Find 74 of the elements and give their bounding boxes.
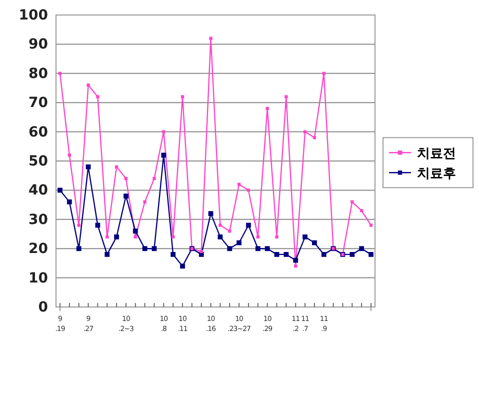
point xyxy=(237,182,241,186)
point xyxy=(152,246,157,252)
point xyxy=(96,95,100,98)
point xyxy=(227,246,232,252)
point xyxy=(114,234,119,240)
y-tick-label: 20 xyxy=(28,241,48,258)
y-tick-label: 0 xyxy=(38,299,48,316)
y-tick-label: 10 xyxy=(28,270,48,286)
point xyxy=(86,84,90,87)
point xyxy=(322,72,326,75)
point xyxy=(76,246,82,252)
point xyxy=(360,209,364,212)
point xyxy=(208,211,214,216)
y-tick-label: 60 xyxy=(28,124,48,140)
point xyxy=(255,246,260,252)
point xyxy=(266,106,269,110)
point xyxy=(302,234,308,240)
y-tick-label: 70 xyxy=(28,95,48,112)
point xyxy=(58,188,62,193)
point xyxy=(321,252,326,257)
y-tick-label: 90 xyxy=(28,36,48,53)
point xyxy=(180,264,185,269)
point xyxy=(95,222,100,228)
point xyxy=(274,252,280,257)
y-tick-label: 50 xyxy=(28,153,48,170)
point xyxy=(161,152,166,158)
y-tick-label: 100 xyxy=(18,7,48,24)
point xyxy=(124,194,128,198)
point xyxy=(180,95,184,98)
point xyxy=(106,235,109,238)
point xyxy=(359,246,364,252)
point xyxy=(170,252,176,257)
point xyxy=(66,199,72,204)
point xyxy=(68,154,72,157)
point xyxy=(124,176,128,180)
point xyxy=(312,136,316,140)
point xyxy=(368,252,374,257)
point xyxy=(264,246,270,252)
point xyxy=(152,176,156,180)
point xyxy=(77,224,80,227)
legend-label: 치료전 xyxy=(417,146,456,162)
point xyxy=(246,188,250,192)
y-tick-label: 30 xyxy=(28,212,48,228)
point xyxy=(218,234,223,240)
y-tick-label: 80 xyxy=(28,66,48,82)
point xyxy=(200,250,203,254)
point xyxy=(162,130,166,134)
point xyxy=(284,95,288,98)
point xyxy=(312,240,317,246)
point xyxy=(275,235,278,238)
point xyxy=(132,228,138,234)
point xyxy=(104,252,110,257)
point xyxy=(284,252,289,257)
y-tick-label: 40 xyxy=(28,182,48,199)
point xyxy=(294,264,298,268)
point xyxy=(350,252,355,257)
point xyxy=(142,246,148,252)
point xyxy=(228,230,232,233)
point xyxy=(303,130,307,134)
point xyxy=(172,235,175,238)
point xyxy=(143,200,146,204)
point xyxy=(256,235,260,238)
point xyxy=(86,164,91,170)
point xyxy=(236,240,242,246)
point xyxy=(350,200,354,204)
point xyxy=(134,235,137,238)
point xyxy=(209,36,212,40)
legend-label: 치료후 xyxy=(417,166,456,182)
point xyxy=(293,258,298,263)
point xyxy=(58,72,62,75)
point xyxy=(218,224,222,227)
point xyxy=(369,224,373,227)
point xyxy=(114,165,118,168)
point xyxy=(246,222,251,228)
